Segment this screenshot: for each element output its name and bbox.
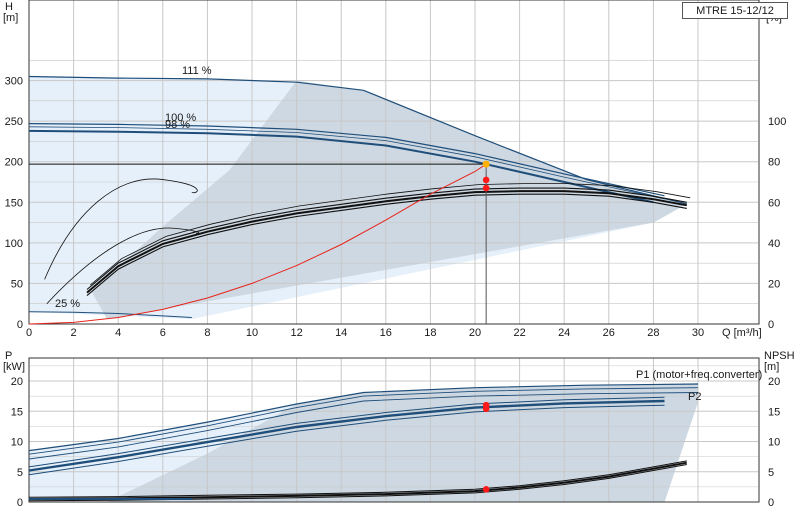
head-y-tick-label: 300: [5, 76, 23, 88]
head-x-tick-label: 28: [647, 327, 659, 339]
p1-curve-1: [28, 387, 699, 455]
head-x-tick-label: 4: [115, 327, 121, 339]
head-x-tick-label: 18: [424, 327, 436, 339]
npsh-curve-0: [28, 460, 687, 498]
eta-tick-label: 100: [768, 116, 786, 128]
head-y-tick-label: 150: [5, 197, 23, 209]
power-y-tick-label: 0: [17, 497, 23, 509]
eta-tick-label: 80: [768, 157, 780, 169]
eta-tick-label: 20: [768, 278, 780, 290]
head-x-tick-label: 6: [160, 327, 166, 339]
power-duty-point-2: [482, 485, 490, 493]
head-curve-25: [28, 311, 192, 318]
eta-tick-label: 40: [768, 238, 780, 250]
head-y-axis-label: H: [5, 1, 13, 13]
head-x-tick-label: 20: [469, 327, 481, 339]
npsh-tick-label: 10: [768, 437, 780, 449]
head-y-tick-label: 50: [11, 278, 23, 290]
eta-tick-label: 60: [768, 197, 780, 209]
power-y-tick-label: 5: [17, 467, 23, 479]
head-x-tick-label: 2: [71, 327, 77, 339]
npsh-tick-label: 0: [768, 497, 774, 509]
power-y-tick-label: 15: [11, 406, 23, 418]
head-y-unit-label: [m]: [3, 12, 18, 24]
chart-title: MTRE 15-12/12: [682, 2, 788, 19]
head-curve-98: [28, 129, 654, 204]
power-y-tick-label: 10: [11, 437, 23, 449]
npsh-axis-label: NPSH: [764, 350, 795, 362]
head-x-tick-label: 26: [603, 327, 615, 339]
eta-curve-thin-1: [44, 178, 198, 280]
head-x-axis-label: Q [m³/h]: [722, 327, 762, 339]
eta-curve-2: [86, 193, 687, 297]
p2-curve-0: [28, 396, 665, 468]
head-x-tick-label: 16: [380, 327, 392, 339]
eta-curve-0: [86, 187, 687, 290]
p2-curve-2: [28, 404, 665, 476]
power-region-dark: [107, 384, 699, 502]
label-98: 98 %: [165, 119, 190, 131]
p2-curve-1: [28, 399, 665, 472]
npsh-curve-1: [28, 461, 687, 500]
label-100: 100 %: [165, 112, 196, 124]
power-y-tick-label: 20: [11, 376, 23, 388]
p1-curve-2: [28, 392, 699, 460]
npsh-unit-label: [m]: [764, 361, 779, 373]
head-x-tick-label: 22: [513, 327, 525, 339]
label-p2: P2: [688, 391, 701, 403]
power-plot-frame: [28, 357, 760, 503]
duty-point-eta-1: [482, 184, 490, 192]
head-region-dark: [91, 80, 687, 320]
npsh-tick-label: 20: [768, 376, 780, 388]
head-x-tick-label: 24: [558, 327, 570, 339]
eta-curve-upper: [90, 183, 691, 286]
head-x-tick-label: 14: [335, 327, 347, 339]
head-x-tick-label: 30: [692, 327, 704, 339]
head-curve-111: [28, 75, 687, 205]
power-duty-point-1: [482, 405, 490, 413]
head-curve-100-band: [28, 126, 665, 200]
head-y-tick-label: 250: [5, 116, 23, 128]
npsh-tick-label: 15: [768, 406, 780, 418]
head-x-tick-label: 0: [26, 327, 32, 339]
head-y-tick-label: 200: [5, 157, 23, 169]
system-curve: [28, 163, 487, 325]
head-y-tick-label: 0: [17, 319, 23, 331]
duty-point-head: [482, 160, 490, 168]
power-y-axis-label: P: [5, 350, 12, 362]
head-x-tick-label: 10: [246, 327, 258, 339]
p1-curve-0: [28, 383, 699, 452]
duty-point-eta-0: [482, 176, 490, 184]
label-25: 25 %: [55, 298, 80, 310]
eta-tick-label: 0: [768, 319, 774, 331]
head-y-tick-label: 100: [5, 238, 23, 250]
power-y-unit-label: [kW]: [3, 361, 25, 373]
label-111: 111 %: [182, 65, 212, 77]
head-curve-100: [28, 123, 665, 197]
head-x-tick-label: 12: [290, 327, 302, 339]
eta-curve-1: [86, 190, 687, 294]
head-plot-frame: [28, 0, 760, 325]
label-p1: P1 (motor+freq.converter): [636, 369, 762, 381]
head-x-tick-label: 8: [204, 327, 210, 339]
npsh-tick-label: 5: [768, 467, 774, 479]
